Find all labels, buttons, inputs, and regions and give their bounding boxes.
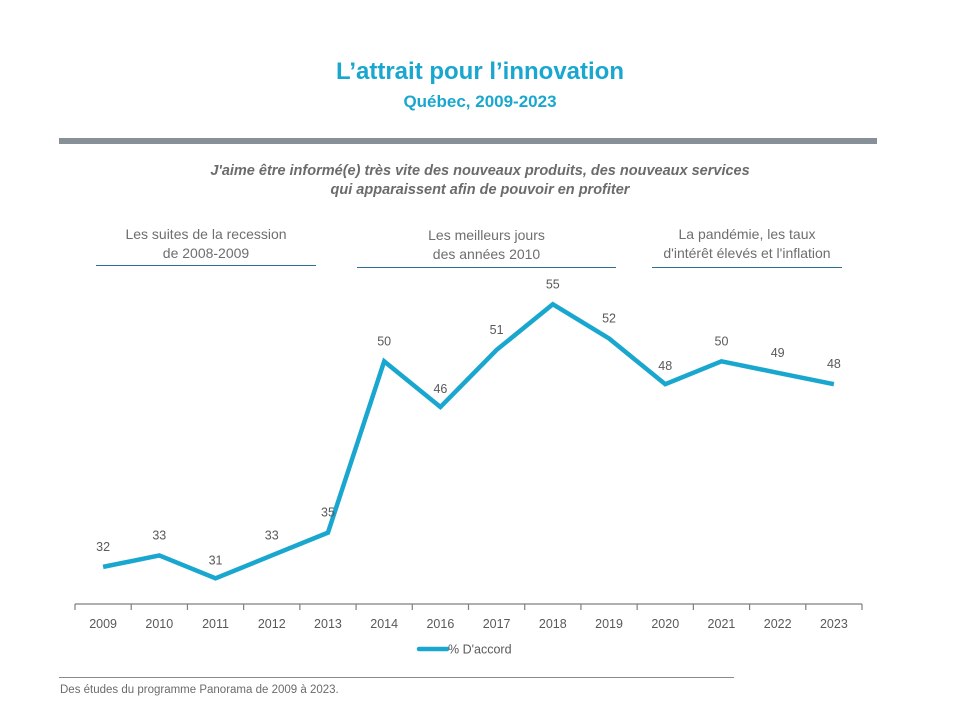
data-label: 55	[546, 277, 560, 291]
x-tick-label: 2012	[258, 617, 286, 631]
period-recession: Les suites de la recession de 2008-2009	[96, 225, 316, 267]
period-pandemic-line2: d'intérêt élevés et l'inflation	[663, 245, 831, 261]
x-tick-label: 2019	[595, 617, 623, 631]
x-tick-label: 2014	[370, 617, 398, 631]
data-label: 48	[827, 357, 841, 371]
chart-title: L’attrait pour l’innovation	[336, 58, 624, 85]
legend-label: % D'accord	[448, 643, 512, 657]
x-tick-label: 2017	[483, 617, 511, 631]
data-label: 50	[715, 334, 729, 348]
data-label: 31	[209, 553, 223, 567]
period-pandemic-rule	[652, 267, 842, 268]
data-label: 35	[321, 506, 335, 520]
period-best-days: Les meilleurs jours des années 2010	[357, 226, 616, 269]
x-tick-label: 2021	[708, 617, 736, 631]
data-label: 32	[96, 540, 110, 554]
period-pandemic: La pandémie, les taux d'intérêt élevés e…	[652, 225, 842, 268]
header-divider	[59, 138, 877, 144]
period-best-days-line2: des années 2010	[432, 246, 541, 262]
survey-question-line1: J'aime être informé(e) très vite des nou…	[210, 163, 750, 179]
legend: % D'accord	[416, 643, 512, 657]
footer-divider	[59, 677, 734, 678]
data-label: 33	[265, 528, 279, 542]
series-layer	[102, 301, 835, 581]
period-pandemic-line1: La pandémie, les taux	[678, 226, 816, 242]
period-best-days-line1: Les meilleurs jours	[428, 227, 545, 243]
period-best-days-rule	[357, 267, 616, 268]
x-tick-label: 2010	[145, 617, 173, 631]
data-label: 48	[658, 359, 672, 373]
survey-question: J'aime être informé(e) très vite des nou…	[0, 162, 960, 200]
x-axis: 2009 2010 2011 2012 2013 2014 2016 2017 2018 2019…	[74, 603, 863, 631]
x-tick-label: 2018	[539, 617, 567, 631]
data-labels: 32 33 31 33 35 50 46 51 55 52 48 50 49 48	[96, 277, 841, 567]
data-label: 49	[771, 346, 785, 360]
x-tick-label: 2009	[89, 617, 117, 631]
data-label: 33	[152, 528, 166, 542]
period-recession-rule	[96, 265, 316, 266]
x-tick-label: 2013	[314, 617, 342, 631]
data-label: 51	[490, 323, 504, 337]
period-recession-line1: Les suites de la recession	[125, 226, 287, 242]
source-note: Des études du programme Panorama de 2009…	[60, 684, 339, 696]
x-tick-label: 2011	[202, 617, 229, 631]
data-label: 50	[377, 334, 391, 348]
x-tick-label: 2020	[651, 617, 679, 631]
series-line-d-accord	[102, 301, 835, 581]
x-tick-label: 2016	[426, 617, 454, 631]
period-recession-line2: de 2008-2009	[162, 245, 250, 261]
chart-subtitle: Québec, 2009-2023	[403, 92, 557, 111]
x-tick-label: 2023	[820, 617, 848, 631]
data-label: 46	[433, 382, 447, 396]
x-tick-label: 2022	[764, 617, 792, 631]
survey-question-line2: qui apparaissent afin de pouvoir en prof…	[330, 182, 630, 198]
data-label: 52	[602, 312, 616, 326]
